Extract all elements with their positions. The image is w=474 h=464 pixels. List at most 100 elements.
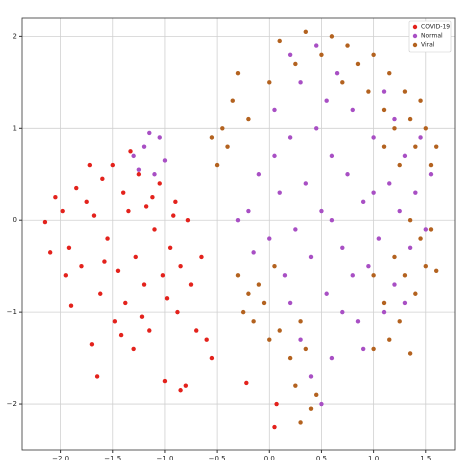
point (371, 135, 376, 140)
x-tick-label: 1.5 (420, 455, 431, 460)
point (418, 98, 423, 103)
legend-marker (412, 33, 418, 39)
point (188, 282, 194, 287)
point (235, 70, 241, 76)
point (162, 158, 168, 163)
point (47, 250, 53, 255)
legend-box (408, 20, 452, 53)
point (230, 98, 235, 103)
point (118, 332, 124, 338)
point (298, 337, 303, 342)
point (240, 309, 246, 315)
point (366, 263, 371, 269)
point (150, 195, 155, 200)
point (89, 342, 95, 347)
point (314, 43, 319, 48)
point (423, 126, 428, 131)
point (183, 383, 189, 388)
point (397, 319, 402, 324)
point (246, 291, 251, 296)
point (308, 406, 314, 411)
point (79, 263, 84, 269)
point (63, 273, 69, 278)
point (162, 378, 168, 384)
point (100, 176, 105, 182)
point (334, 70, 340, 76)
point (324, 98, 329, 103)
y-tick-label: 2 (13, 32, 17, 40)
point (94, 374, 100, 379)
legend-marker (412, 24, 418, 30)
point (225, 144, 230, 149)
point (387, 337, 392, 342)
point (293, 227, 298, 232)
point (319, 52, 324, 57)
point (298, 319, 303, 324)
point (434, 268, 439, 273)
plot-area (22, 18, 455, 450)
point (402, 89, 408, 94)
point (157, 181, 162, 186)
point (423, 263, 428, 269)
point (251, 319, 256, 324)
point (147, 130, 152, 136)
point (272, 107, 277, 113)
point (392, 116, 397, 122)
point (256, 172, 262, 177)
point (340, 245, 345, 250)
point (214, 162, 220, 168)
point (387, 70, 392, 76)
point (371, 346, 376, 352)
point (407, 351, 413, 356)
point (298, 420, 303, 425)
point (110, 162, 115, 168)
point (407, 116, 413, 122)
point (164, 296, 170, 301)
point (68, 303, 74, 308)
point (303, 181, 308, 186)
point (209, 355, 215, 361)
point (293, 61, 298, 67)
y-tick-label: −2 (7, 400, 17, 408)
point (381, 300, 387, 306)
point (360, 346, 366, 352)
point (303, 29, 308, 34)
point (413, 291, 418, 296)
x-tick-label: 1.0 (368, 455, 379, 460)
point (235, 273, 241, 278)
point (121, 190, 126, 195)
point (87, 162, 93, 168)
point (324, 291, 329, 296)
point (204, 337, 209, 342)
point (381, 107, 387, 113)
point (220, 126, 225, 131)
legend-label: Viral (421, 42, 435, 49)
point (209, 135, 215, 140)
y-tick-label: −1 (7, 308, 17, 316)
point (267, 337, 272, 342)
point (105, 236, 110, 241)
point (277, 190, 282, 195)
point (314, 126, 319, 131)
point (413, 190, 418, 195)
point (53, 195, 58, 200)
point (115, 268, 121, 273)
point (293, 383, 298, 388)
point (418, 236, 423, 241)
y-tick-label: 0 (13, 216, 17, 224)
point (152, 172, 157, 177)
point (329, 218, 335, 223)
point (251, 250, 256, 255)
point (308, 254, 314, 260)
point (287, 135, 293, 140)
point (194, 328, 199, 333)
point (133, 254, 138, 260)
point (314, 392, 319, 398)
point (329, 34, 335, 39)
point (392, 126, 397, 131)
point (345, 43, 350, 48)
point (308, 374, 314, 379)
point (413, 144, 418, 149)
point (319, 208, 324, 214)
